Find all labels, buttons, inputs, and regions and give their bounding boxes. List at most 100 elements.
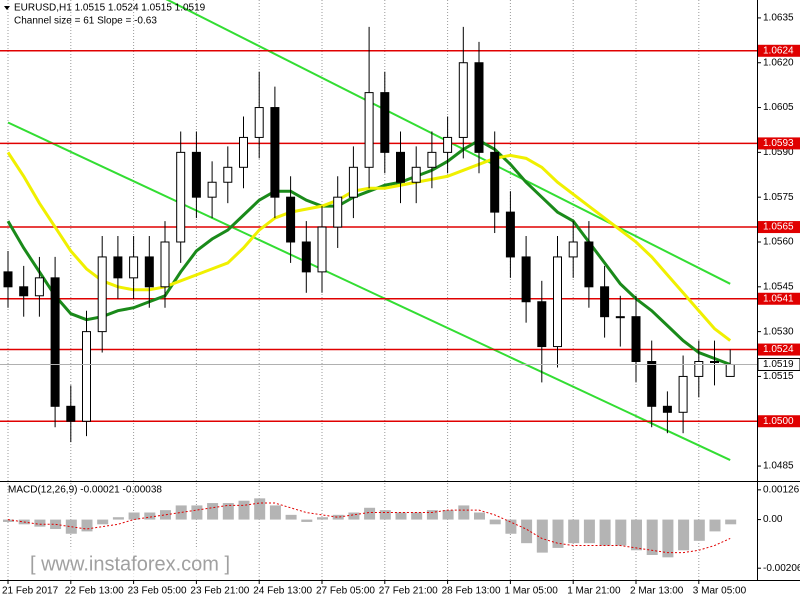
level-label-box (758, 292, 800, 305)
macd-bar (458, 505, 470, 520)
x-tick-label: 24 Feb 13:00 (253, 586, 312, 597)
macd-bar (65, 519, 77, 534)
current-price-label: 1.0519 (763, 359, 794, 370)
candle-body (364, 92, 374, 168)
level-label: 1.0524 (763, 344, 794, 355)
level-label: 1.0565 (763, 222, 794, 233)
y-tick-label: 1.0620 (763, 57, 794, 68)
level-label-box (758, 415, 800, 428)
macd-bar (379, 510, 391, 520)
macd-bar (160, 510, 171, 520)
x-tick-label: 22 Feb 13:00 (65, 586, 124, 597)
macd-bar (442, 510, 454, 520)
candle-body (144, 256, 154, 288)
moving-average (6, 138, 731, 366)
candle-body (239, 136, 248, 168)
candle-body (427, 151, 437, 168)
macd-bar (615, 519, 627, 546)
macd-bar (646, 519, 658, 555)
macd-bar (97, 519, 109, 525)
level-label: 1.0500 (763, 416, 794, 427)
macd-bar (128, 512, 140, 520)
macd-bar (411, 512, 423, 520)
candle-body (600, 286, 610, 318)
macd-bar (332, 514, 344, 520)
candle-body (160, 241, 170, 288)
macd-bar (536, 519, 548, 553)
candle-body (725, 363, 735, 377)
y-tick-label: 1.0545 (763, 281, 794, 292)
watermark: [ www.instaforex.com ] (30, 553, 230, 575)
candle-body (82, 331, 91, 422)
channel-line (7, 121, 731, 461)
y-tick-label: 1.0575 (763, 192, 794, 203)
candle-body (50, 277, 60, 407)
candle-body (662, 405, 672, 413)
level-label-box (758, 221, 800, 234)
candle-body (317, 226, 327, 273)
level-label: 1.0593 (763, 138, 794, 149)
macd-bar (599, 519, 611, 546)
macd-bar (709, 519, 721, 532)
macd-bar (191, 505, 203, 520)
watermark-box (20, 548, 246, 580)
macd-signal (7, 502, 731, 554)
macd-bar (474, 512, 485, 520)
candle-body (3, 271, 13, 288)
candle-body (97, 256, 107, 333)
macd-tick-label: -0.00206 (763, 563, 800, 574)
x-tick-label: 3 Mar 05:00 (693, 586, 747, 597)
x-tick-label: 1 Mar 21:00 (567, 586, 621, 597)
candle-body (553, 256, 562, 348)
candle-body (458, 62, 468, 138)
level-label-box (758, 343, 800, 356)
macd-bar (348, 512, 360, 520)
candle-body (34, 277, 44, 297)
candle-body (710, 360, 719, 363)
candle-body (694, 360, 704, 377)
macd-bar (364, 507, 376, 520)
macd-bar (489, 519, 501, 525)
candle-body (411, 166, 421, 183)
candle-body (505, 211, 515, 258)
macd-bar (662, 519, 674, 558)
candle-body (474, 62, 484, 153)
y-tick-label: 1.0515 (763, 371, 794, 382)
macd-bar (207, 503, 219, 520)
x-tick-label: 23 Feb 21:00 (190, 586, 249, 597)
macd-bar (144, 512, 156, 520)
candle-body (207, 181, 217, 198)
candle-body (537, 301, 547, 348)
candle-body (348, 166, 358, 198)
candle-body (176, 151, 186, 243)
candle-body (584, 241, 594, 288)
macd-bar (521, 519, 533, 544)
y-tick-label: 1.0605 (763, 102, 794, 113)
x-tick-label: 23 Feb 05:00 (128, 586, 187, 597)
macd-bar (269, 505, 281, 520)
x-tick-label: 21 Feb 2017 (2, 586, 59, 597)
y-tick-label: 1.0485 (763, 461, 794, 472)
macd-bar (81, 519, 93, 532)
macd-bar (631, 519, 642, 551)
macd-bar (254, 498, 266, 520)
x-tick-label: 27 Feb 05:00 (316, 586, 375, 597)
candle-body (678, 375, 688, 413)
macd-bar (34, 519, 46, 527)
macd-tick-label: 0.00126 (763, 484, 800, 495)
x-tick-label: 2 Mar 13:00 (630, 586, 684, 597)
macd-bar (50, 519, 62, 530)
macd-bar (112, 517, 124, 520)
macd-bar (175, 505, 187, 520)
candle-body (568, 241, 578, 258)
candle-body (191, 151, 201, 198)
candle-body (490, 151, 500, 213)
macd-bar (505, 519, 517, 534)
y-tick-label: 1.0590 (763, 147, 794, 158)
level-label: 1.0541 (763, 293, 794, 304)
macd-bar (3, 519, 14, 522)
level-label-box (758, 137, 800, 150)
x-tick-label: 1 Mar 05:00 (504, 586, 558, 597)
